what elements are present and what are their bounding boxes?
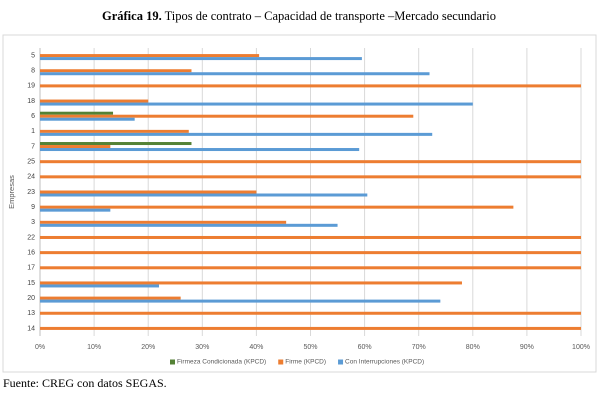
x-tick-label: 30% bbox=[195, 344, 209, 351]
x-tick-label: 80% bbox=[466, 344, 480, 351]
x-tick-label: 50% bbox=[303, 344, 317, 351]
chart-title: Gráfica 19. Tipos de contrato – Capacida… bbox=[102, 9, 496, 23]
y-tick-label: 16 bbox=[27, 249, 35, 256]
chart-frame bbox=[2, 34, 597, 373]
bar bbox=[40, 117, 135, 121]
title-prefix: Gráfica 19. bbox=[102, 9, 162, 23]
bar bbox=[40, 175, 581, 179]
y-tick-label: 17 bbox=[27, 265, 35, 272]
bar bbox=[40, 142, 192, 146]
bar bbox=[40, 54, 260, 58]
bar bbox=[40, 145, 111, 149]
bar bbox=[40, 220, 287, 224]
legend-swatch bbox=[170, 359, 175, 365]
y-tick-label: 5 bbox=[31, 52, 35, 59]
legend-label: Con Interrupciones (KPCD) bbox=[345, 359, 424, 366]
bar bbox=[40, 251, 581, 255]
y-tick-label: 13 bbox=[27, 310, 35, 317]
y-tick-label: 24 bbox=[27, 174, 35, 181]
bar bbox=[40, 235, 581, 239]
y-tick-label: 23 bbox=[27, 189, 35, 196]
x-tick-label: 10% bbox=[87, 344, 101, 351]
y-tick-label: 22 bbox=[27, 234, 35, 241]
bar bbox=[40, 299, 441, 303]
bar bbox=[40, 296, 181, 300]
y-tick-label: 8 bbox=[31, 68, 35, 75]
x-tick-label: 20% bbox=[141, 344, 155, 351]
y-tick-label: 14 bbox=[27, 325, 35, 332]
bar bbox=[40, 193, 368, 197]
title-text: Tipos de contrato – Capacidad de transpo… bbox=[165, 9, 496, 23]
bar bbox=[40, 284, 160, 288]
bar bbox=[40, 148, 360, 152]
y-tick-label: 15 bbox=[27, 280, 35, 287]
x-tick-label: 40% bbox=[249, 344, 263, 351]
bar bbox=[40, 281, 462, 285]
y-tick-label: 19 bbox=[27, 83, 35, 90]
y-tick-label: 9 bbox=[31, 204, 35, 211]
bar bbox=[40, 114, 414, 118]
bar bbox=[40, 84, 581, 88]
bar bbox=[40, 326, 581, 330]
bar bbox=[40, 208, 111, 212]
legend-swatch bbox=[278, 359, 284, 365]
bar bbox=[40, 99, 149, 103]
bar bbox=[40, 69, 192, 73]
bar bbox=[40, 57, 362, 61]
bar bbox=[40, 266, 581, 270]
y-tick-label: 6 bbox=[31, 113, 35, 120]
bar bbox=[40, 129, 189, 133]
y-tick-label: 20 bbox=[27, 295, 35, 302]
bar bbox=[40, 311, 581, 315]
y-axis-label: Empresas bbox=[7, 175, 16, 209]
source-note: Fuente: CREG con datos SEGAS. bbox=[3, 376, 167, 390]
legend-label: Firmeza Condicionada (KPCD) bbox=[177, 359, 266, 366]
x-tick-label: 100% bbox=[572, 344, 590, 351]
x-tick-label: 60% bbox=[358, 344, 372, 351]
y-tick-label: 1 bbox=[31, 128, 35, 135]
x-tick-label: 0% bbox=[35, 344, 45, 351]
y-tick-label: 25 bbox=[27, 159, 35, 166]
bar bbox=[40, 223, 338, 227]
bar bbox=[40, 205, 514, 209]
bar bbox=[40, 111, 114, 115]
bar bbox=[40, 190, 257, 194]
y-tick-label: 18 bbox=[27, 98, 35, 105]
bar bbox=[40, 132, 433, 136]
y-tick-label: 3 bbox=[31, 219, 35, 226]
legend-swatch bbox=[338, 359, 344, 365]
x-tick-label: 90% bbox=[520, 344, 534, 351]
y-tick-label: 7 bbox=[31, 143, 35, 150]
legend-label: Firme (KPCD) bbox=[285, 359, 326, 366]
x-tick-label: 70% bbox=[412, 344, 426, 351]
bar bbox=[40, 102, 473, 106]
bar bbox=[40, 72, 430, 76]
bar bbox=[40, 160, 581, 164]
